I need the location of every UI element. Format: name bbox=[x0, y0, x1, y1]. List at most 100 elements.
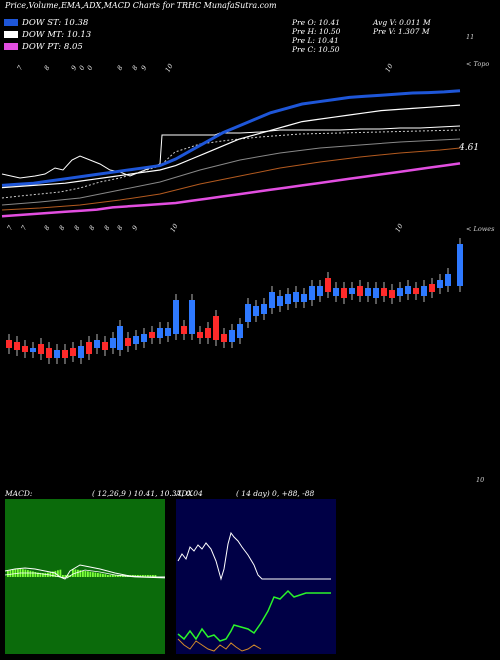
candle-body-49 bbox=[397, 288, 403, 296]
macd-bar-30 bbox=[82, 570, 84, 577]
legend-label-pt: DOW PT: 8.05 bbox=[22, 42, 83, 52]
candle-body-42 bbox=[341, 288, 347, 298]
macd-bar-0 bbox=[7, 571, 9, 577]
axis-label-top-right: 11 bbox=[466, 33, 475, 41]
macd-bar-31 bbox=[84, 571, 87, 577]
macd-bar-32 bbox=[87, 571, 89, 577]
candle-body-20 bbox=[165, 328, 171, 336]
macd-bar-45 bbox=[119, 575, 122, 577]
axis-label-lowes: < Lowes bbox=[466, 225, 495, 233]
dow-st-line bbox=[1, 89, 461, 187]
price-line bbox=[1, 125, 461, 179]
legend-swatch-mt bbox=[4, 31, 18, 38]
candle-body-51 bbox=[413, 288, 419, 294]
pre-close: Pre C: 10.50 bbox=[292, 45, 340, 54]
candle-body-12 bbox=[102, 342, 108, 350]
candle-body-13 bbox=[110, 338, 116, 348]
candle-body-15 bbox=[125, 338, 131, 346]
adx-panel bbox=[176, 499, 336, 654]
macd-bar-26 bbox=[72, 569, 74, 577]
macd-bar-34 bbox=[92, 572, 94, 577]
avg-volume: Avg V: 0.011 M bbox=[373, 18, 431, 27]
candle-body-28 bbox=[229, 330, 235, 342]
candle-body-33 bbox=[269, 292, 275, 308]
ema-brown-line bbox=[1, 147, 461, 211]
candle-body-11 bbox=[94, 340, 100, 348]
macd-bar-1 bbox=[9, 570, 12, 577]
chart-header: Price,Volume,EMA,ADX,MACD Charts for TRH… bbox=[5, 1, 277, 10]
candle-body-10 bbox=[86, 342, 92, 354]
candle-body-17 bbox=[141, 334, 147, 342]
legend-dow-st: DOW ST: 10.38 bbox=[4, 18, 88, 28]
legend-swatch-st bbox=[4, 19, 18, 26]
candle-body-31 bbox=[253, 306, 259, 316]
macd-bar-3 bbox=[14, 569, 17, 577]
pre-high: Pre H: 10.50 bbox=[292, 27, 341, 36]
candle-body-18 bbox=[149, 332, 155, 338]
legend-label-st: DOW ST: 10.38 bbox=[22, 18, 89, 28]
macd-bar-42 bbox=[112, 575, 114, 577]
macd-bar-36 bbox=[97, 573, 99, 577]
candle-body-47 bbox=[381, 288, 387, 296]
macd-signal-line bbox=[4, 569, 166, 579]
macd-bar-39 bbox=[104, 574, 107, 577]
macd-bar-33 bbox=[89, 571, 92, 577]
candle-body-48 bbox=[389, 290, 395, 298]
dow-pt-line bbox=[1, 162, 461, 218]
candle-body-21 bbox=[173, 300, 179, 334]
pre-volume: Pre V: 1.307 M bbox=[373, 27, 430, 36]
candle-body-35 bbox=[285, 294, 291, 304]
macd-params: ( 12,26,9 ) 10.41, 10.37, 0.04 bbox=[92, 489, 203, 498]
candle-body-22 bbox=[181, 326, 187, 334]
macd-bar-24 bbox=[67, 575, 69, 577]
macd-bar-29 bbox=[79, 570, 82, 577]
macd-bar-10 bbox=[32, 571, 34, 577]
candle-body-25 bbox=[205, 328, 211, 338]
macd-bar-35 bbox=[94, 572, 97, 577]
macd-bar-8 bbox=[27, 570, 29, 577]
candle-body-8 bbox=[70, 348, 76, 356]
candle-body-9 bbox=[78, 346, 84, 358]
macd-bar-15 bbox=[44, 572, 47, 577]
candle-body-3 bbox=[30, 348, 36, 352]
price-label: 4.61 bbox=[459, 143, 480, 153]
candle-body-7 bbox=[62, 350, 68, 358]
macd-bar-37 bbox=[99, 573, 102, 577]
candle-body-14 bbox=[117, 326, 123, 350]
ema-dotted bbox=[1, 129, 461, 199]
macd-bar-38 bbox=[102, 573, 104, 577]
macd-bar-55 bbox=[144, 575, 147, 577]
candle-body-45 bbox=[365, 288, 371, 296]
candle-body-32 bbox=[261, 304, 267, 314]
candle-body-4 bbox=[38, 344, 44, 354]
macd-bar-21 bbox=[59, 569, 62, 577]
macd-bar-59 bbox=[154, 575, 157, 577]
legend-dow-mt: DOW MT: 10.13 bbox=[4, 30, 91, 40]
legend-swatch-pt bbox=[4, 43, 18, 50]
candle-chart bbox=[6, 238, 463, 364]
candle-body-34 bbox=[277, 296, 283, 306]
adx-label: ADX bbox=[176, 489, 193, 498]
candle-body-43 bbox=[349, 288, 355, 294]
candle-body-24 bbox=[197, 332, 203, 338]
candle-body-44 bbox=[357, 286, 363, 296]
macd-bar-53 bbox=[139, 575, 142, 577]
macd-bar-54 bbox=[142, 575, 144, 577]
candle-body-23 bbox=[189, 300, 195, 334]
candle-body-29 bbox=[237, 324, 243, 338]
macd-bar-17 bbox=[49, 572, 52, 577]
axis-label-volume: 10 bbox=[476, 476, 485, 484]
candle-body-16 bbox=[133, 336, 139, 344]
macd-bar-56 bbox=[147, 575, 149, 577]
pre-low: Pre L: 10.41 bbox=[292, 36, 339, 45]
adx-line bbox=[177, 531, 331, 581]
candle-body-56 bbox=[457, 244, 463, 286]
candle-body-54 bbox=[437, 280, 443, 288]
macd-panel bbox=[4, 499, 166, 654]
macd-bar-52 bbox=[137, 575, 139, 577]
macd-bar-22 bbox=[62, 575, 64, 577]
candle-body-38 bbox=[309, 286, 315, 300]
macd-bar-14 bbox=[42, 572, 44, 577]
dow-mt-line bbox=[1, 104, 461, 189]
legend-dow-pt: DOW PT: 8.05 bbox=[4, 42, 83, 52]
